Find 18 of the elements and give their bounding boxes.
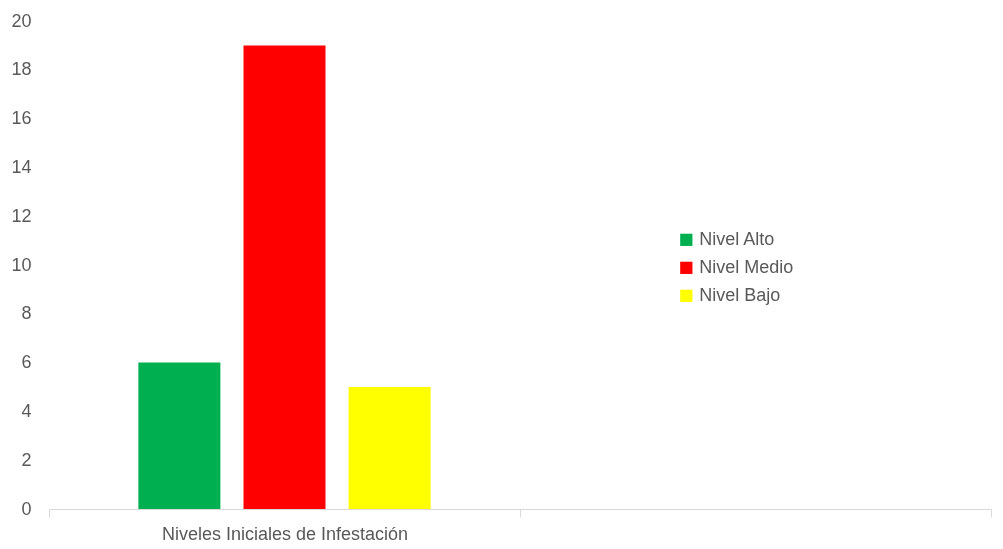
bar bbox=[348, 387, 431, 509]
x-tick-label: Niveles Iniciales de Infestación bbox=[161, 523, 409, 544]
y-tick-label: 12 bbox=[11, 205, 32, 226]
y-tick-label: 6 bbox=[21, 352, 32, 373]
y-tick-label: 20 bbox=[11, 10, 32, 31]
legend-label: Nivel Bajo bbox=[699, 284, 781, 305]
legend-label: Nivel Alto bbox=[699, 228, 775, 249]
y-tick-label: 10 bbox=[11, 254, 32, 275]
y-tick-label: 16 bbox=[11, 108, 32, 129]
y-tick-label: 2 bbox=[21, 449, 32, 470]
y-tick-label: 18 bbox=[11, 59, 32, 80]
y-tick-label: 8 bbox=[21, 303, 32, 324]
y-tick-label: 0 bbox=[21, 498, 32, 519]
bar bbox=[138, 362, 221, 509]
y-tick-label: 4 bbox=[21, 400, 32, 421]
legend-label: Nivel Medio bbox=[699, 256, 794, 277]
bar bbox=[243, 45, 326, 509]
y-tick-label: 14 bbox=[11, 156, 32, 177]
